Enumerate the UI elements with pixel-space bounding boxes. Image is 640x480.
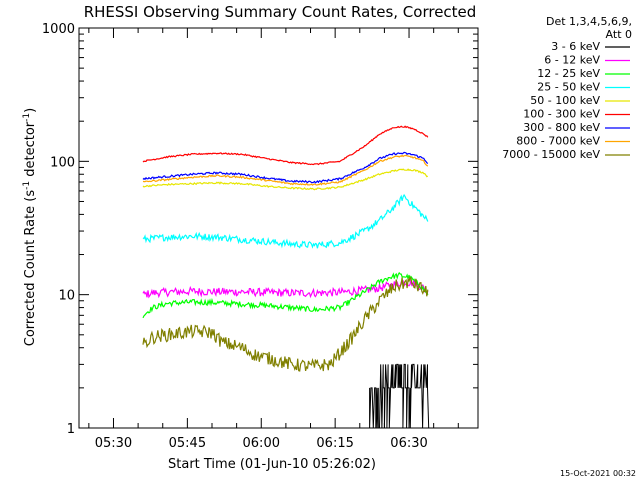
x-tick-label: 06:30 [390, 436, 427, 451]
series-line-300-800-kev [142, 151, 429, 184]
series-line-3-6-kev [369, 363, 430, 429]
series-line-6-12-kev [142, 279, 429, 299]
y-axis-label: Corrected Count Rate (s-1 detector-1) [22, 108, 38, 346]
legend-label-100-300-kev: 100 - 300 keV [523, 108, 600, 121]
legend-label-25-50-kev: 25 - 50 keV [537, 81, 600, 94]
x-tick-label: 05:45 [169, 436, 206, 451]
series-100-300-kev [142, 125, 429, 166]
y-tick-label: 10 [58, 289, 75, 304]
x-tick-label: 05:30 [95, 436, 132, 451]
legend-label-300-800-kev: 300 - 800 keV [523, 121, 600, 134]
plot-frame [78, 27, 479, 429]
legend-header-line-1: Det 1,3,4,5,6,9, [546, 15, 632, 28]
series-line-100-300-kev [142, 125, 429, 166]
y-tick-label: 1 [67, 422, 75, 437]
series-line-800-7000-kev [142, 154, 429, 186]
series-50-100-kev [142, 168, 429, 191]
series-line-50-100-kev [142, 168, 429, 191]
legend-label-7000-15000-kev: 7000 - 15000 keV [502, 148, 600, 161]
series-7000-15000-kev [142, 275, 429, 372]
x-axis-label: Start Time (01-Jun-10 05:26:02) [168, 457, 376, 472]
series-3-6-kev [369, 363, 430, 429]
y-tick-label: 100 [50, 155, 75, 170]
chart-title: RHESSI Observing Summary Count Rates, Co… [84, 3, 477, 21]
series-6-12-kev [142, 279, 429, 299]
series-300-800-kev [142, 151, 429, 184]
series-line-7000-15000-kev [142, 275, 429, 372]
legend-label-12-25-kev: 12 - 25 keV [537, 67, 600, 80]
series-25-50-kev [142, 193, 429, 249]
plot-area [78, 27, 479, 429]
y-tick-label: 1000 [42, 22, 75, 37]
legend-label-6-12-kev: 6 - 12 keV [544, 54, 600, 67]
legend-label-3-6-kev: 3 - 6 keV [551, 40, 600, 53]
legend-label-800-7000-kev: 800 - 7000 keV [516, 135, 600, 148]
timestamp: 15-Oct-2021 00:32 [560, 469, 636, 478]
series-line-25-50-kev [142, 193, 429, 249]
series-800-7000-kev [142, 154, 429, 186]
x-tick-label: 06:15 [316, 436, 353, 451]
legend-label-50-100-kev: 50 - 100 keV [530, 94, 600, 107]
series-line-12-25-kev [142, 271, 429, 319]
series-12-25-kev [142, 271, 429, 319]
legend-header-line-2: Att 0 [606, 28, 632, 41]
x-tick-label: 06:00 [243, 436, 280, 451]
